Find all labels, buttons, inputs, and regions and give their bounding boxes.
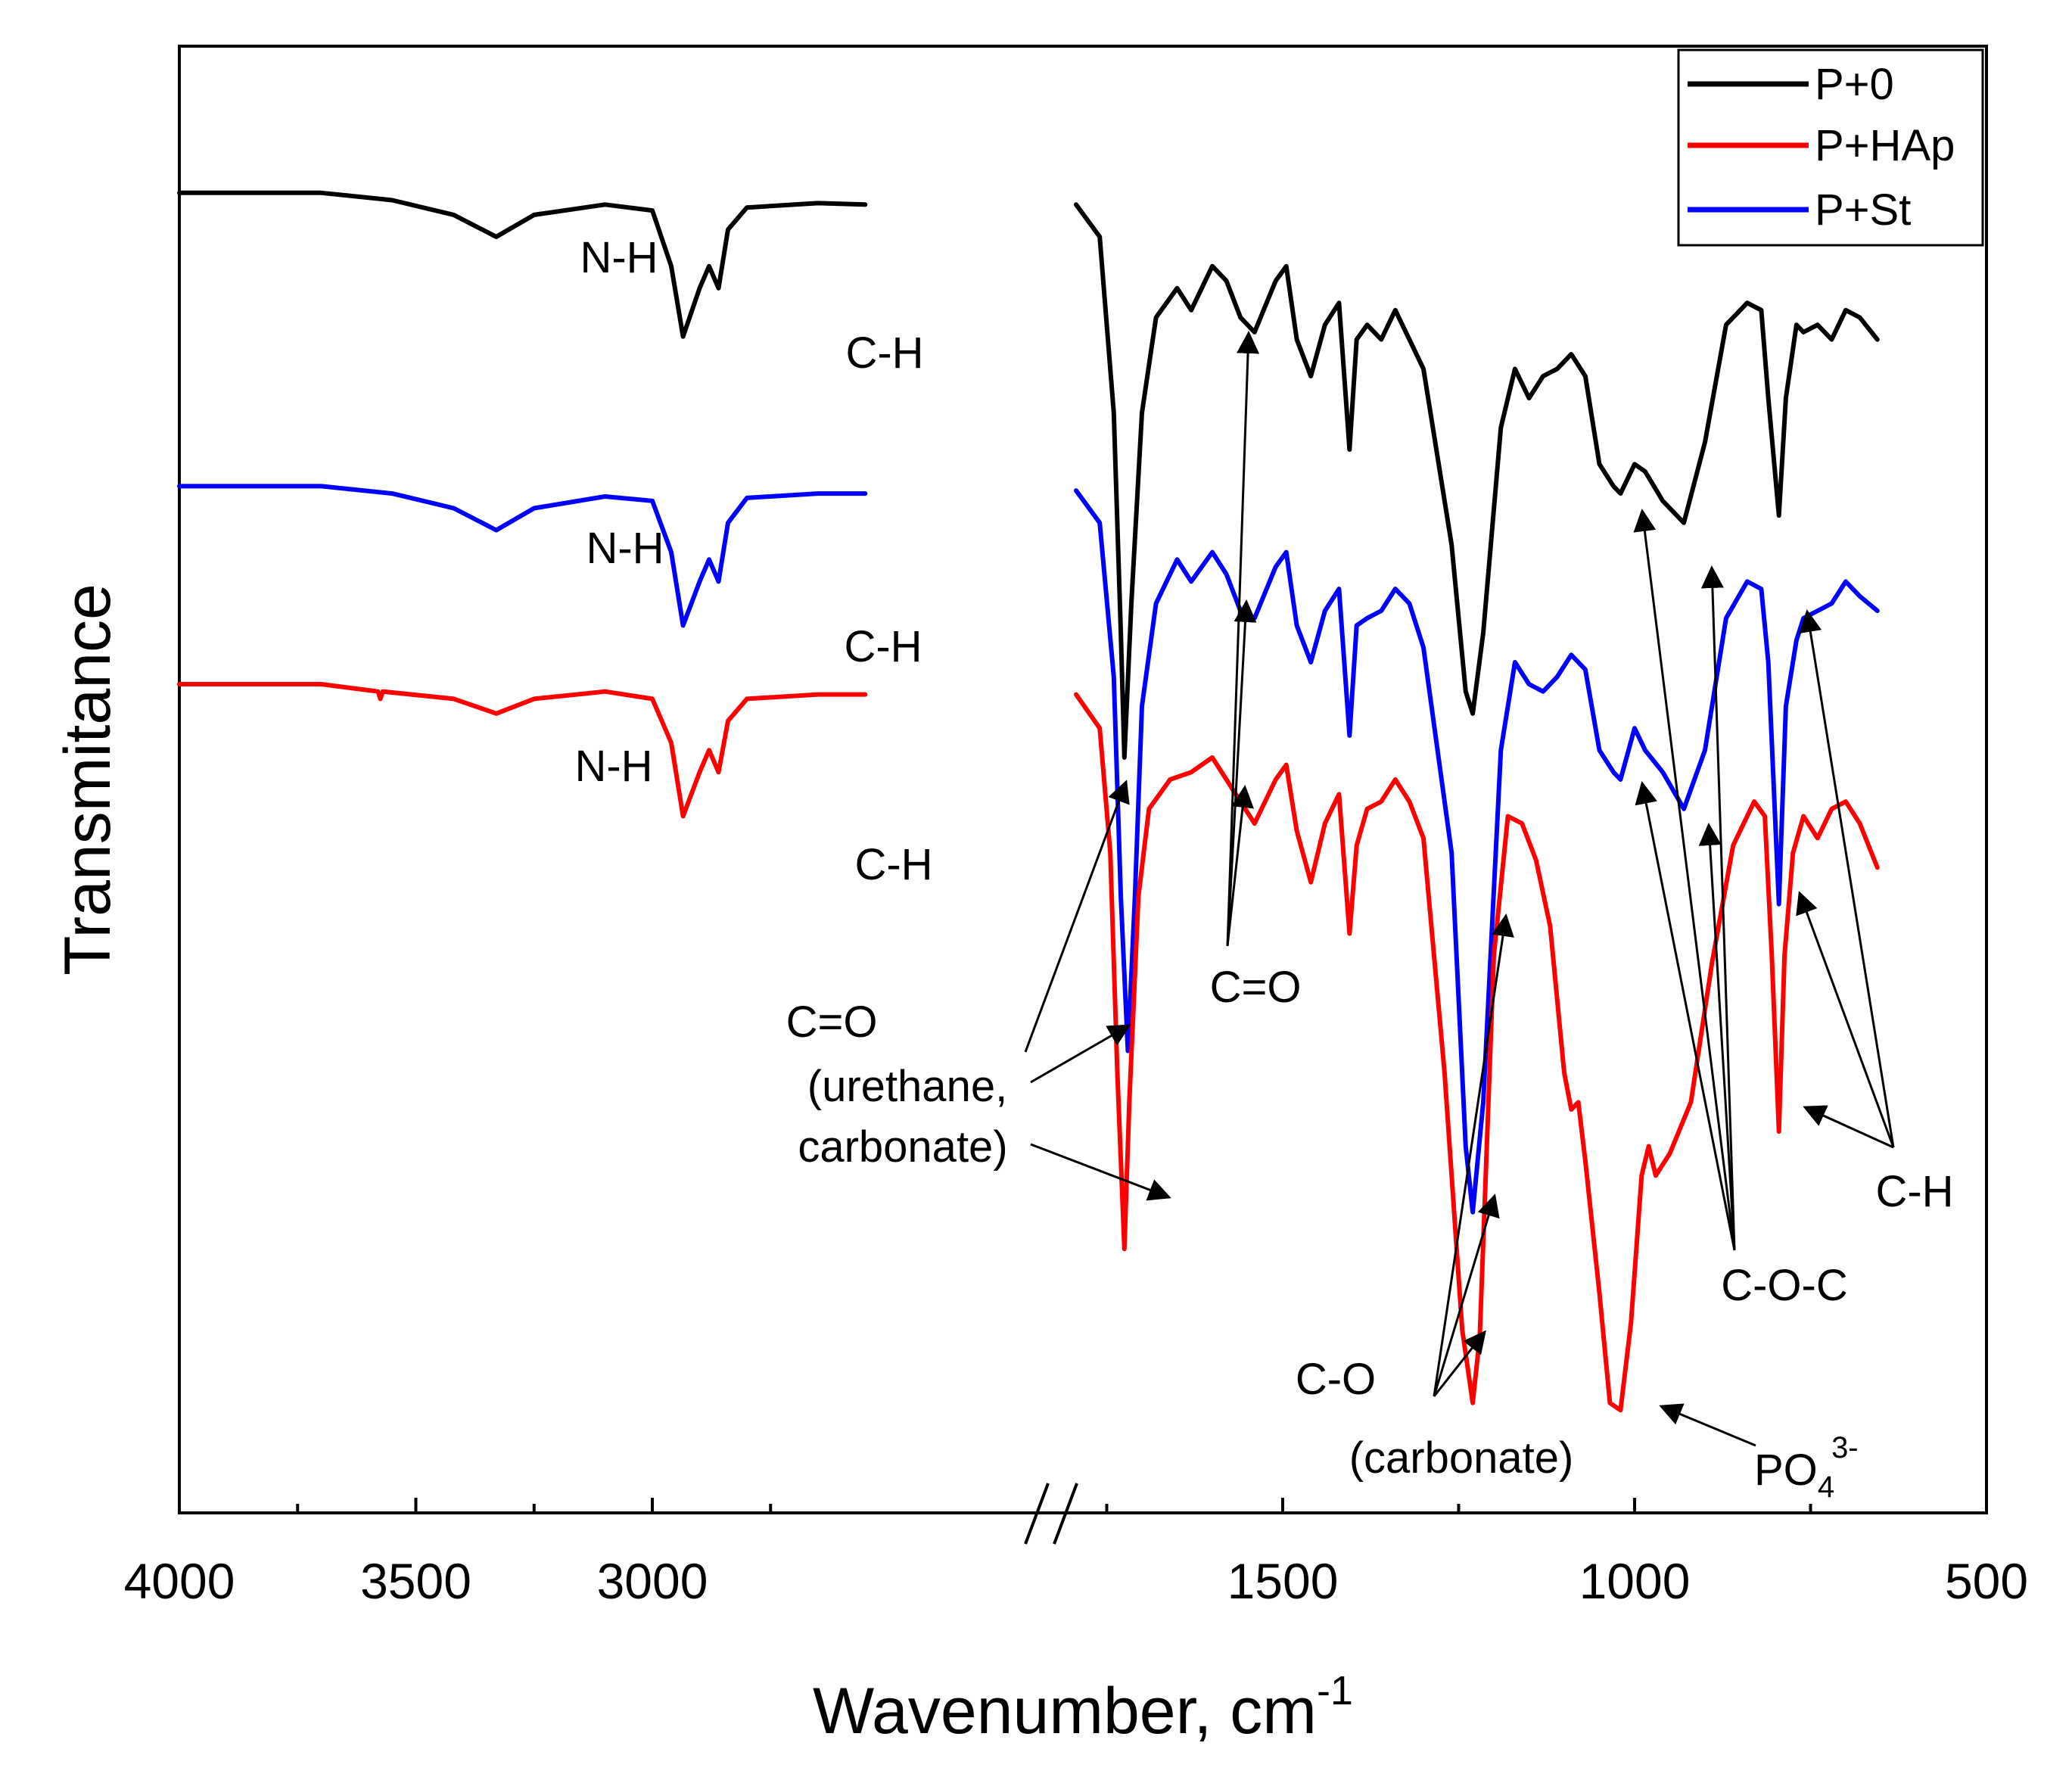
- anno-nh-pst: N-H: [586, 524, 664, 573]
- anno-ch-aromatic: C-H: [1875, 1167, 1953, 1216]
- axis-break-mark-left: [1024, 1483, 1050, 1545]
- plot-frame: [178, 45, 1988, 1514]
- series-line-pst: [177, 484, 1880, 1215]
- anno-co-ester: C=O: [1210, 963, 1302, 1012]
- anno-phosphate-superscript: 3-: [1831, 1431, 1859, 1464]
- x-tick-label-3000: 3000: [597, 1553, 708, 1609]
- x-axis-title-base: Wavenumber, cm: [813, 1675, 1317, 1748]
- legend: P+0 P+HAp P+St: [1677, 48, 1984, 247]
- anno-co-urethane-line2: (urethane,: [807, 1062, 1007, 1111]
- arrow-coc-3: [1700, 565, 1736, 1251]
- arrow-phosphate: [1659, 1403, 1756, 1447]
- arrow-c-o-1: [1433, 913, 1514, 1397]
- arrow-c-o-3: [1433, 1330, 1486, 1397]
- axis-break-mark-right: [1053, 1483, 1078, 1545]
- x-tick-label-1500: 1500: [1227, 1553, 1339, 1609]
- anno-ch-phap: C-H: [854, 840, 932, 889]
- arrow-co-urethane-2: [1030, 1024, 1131, 1084]
- anno-c-o-carbonate-line1: C-O: [1296, 1355, 1376, 1404]
- anno-nh-p0: N-H: [580, 233, 658, 282]
- x-axis-title-exponent: -1: [1317, 1668, 1353, 1713]
- arrow-coc-4: [1698, 823, 1736, 1251]
- arrow-ch-2: [1796, 891, 1895, 1148]
- anno-ch-p0: C-H: [845, 328, 923, 378]
- arrow-ch-3: [1803, 1105, 1894, 1149]
- anno-phosphate-base: PO: [1754, 1446, 1818, 1495]
- series-line-p0: [177, 190, 1880, 760]
- arrow-co-urethane-1: [1024, 780, 1130, 1053]
- anno-co-urethane-line3: carbonate): [798, 1122, 1007, 1172]
- anno-phosphate-subscript: 4: [1818, 1471, 1834, 1504]
- x-axis-title: Wavenumber, cm-1: [813, 1668, 1353, 1748]
- x-tick-label-500: 500: [1945, 1553, 2028, 1609]
- arrow-coc-1: [1633, 509, 1736, 1251]
- legend-label-phap: P+HAp: [1815, 121, 1955, 170]
- y-axis-title: Transmitance: [51, 584, 124, 976]
- x-tick-label-4000: 4000: [124, 1553, 235, 1609]
- annotation-arrows: [1024, 331, 1895, 1447]
- arrow-coc-2: [1635, 781, 1736, 1251]
- arrow-co-ester-1: [1226, 331, 1260, 947]
- anno-nh-phap: N-H: [574, 742, 652, 791]
- anno-co-urethane-line1: C=O: [786, 997, 878, 1047]
- x-tick-label-3500: 3500: [360, 1553, 471, 1609]
- anno-phosphate: PO4 3-: [1754, 1431, 1859, 1504]
- x-tick-label-1000: 1000: [1579, 1553, 1691, 1609]
- legend-label-p0: P+0: [1815, 60, 1894, 109]
- series-line-phap: [177, 682, 1880, 1413]
- arrow-co-ester-2: [1226, 599, 1257, 947]
- anno-ch-pst: C-H: [844, 622, 922, 671]
- arrow-co-urethane-3: [1030, 1143, 1171, 1201]
- arrow-co-ester-3: [1226, 785, 1254, 947]
- legend-label-pst: P+St: [1815, 185, 1911, 235]
- anno-coc: C-O-C: [1721, 1261, 1848, 1310]
- arrow-c-o-2: [1433, 1194, 1500, 1397]
- anno-c-o-carbonate-line2: (carbonate): [1349, 1433, 1574, 1483]
- arrow-ch-1: [1799, 609, 1895, 1148]
